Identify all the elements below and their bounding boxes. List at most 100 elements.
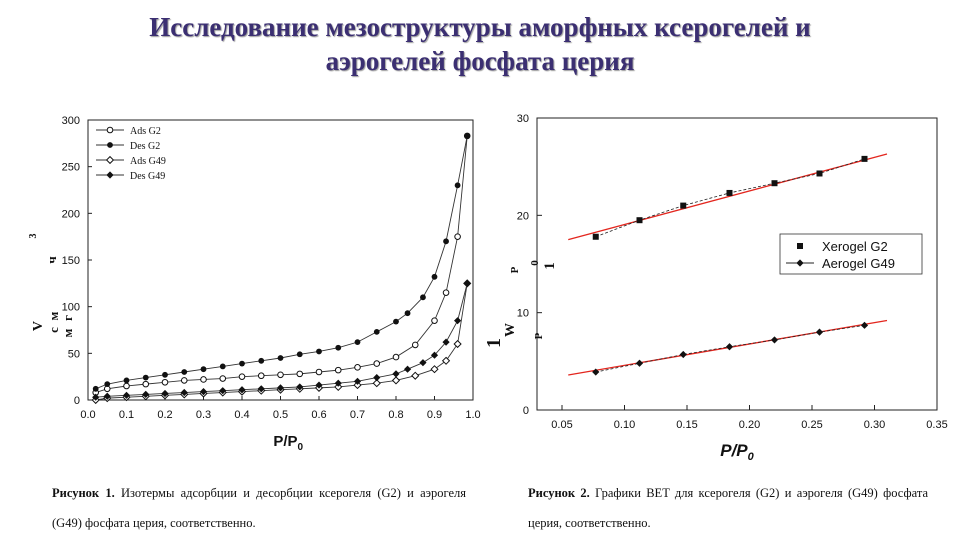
data-point	[200, 376, 207, 383]
data-point	[679, 350, 687, 359]
figure-2-text: Графики BET для ксерогеля (G2) и аэрогел…	[528, 486, 928, 530]
y-axis-label-fragment: с	[46, 327, 61, 333]
x-tick-label: 0.15	[676, 419, 697, 431]
y-tick-label: 10	[517, 308, 529, 320]
y-axis-label-fragment: 1	[542, 262, 558, 270]
x-axis-label-subscript: 0	[298, 442, 304, 453]
x-tick-label: 0.5	[273, 409, 288, 421]
data-point	[373, 360, 381, 367]
data-point	[453, 339, 462, 349]
data-point	[431, 317, 438, 324]
y-axis-label-fragment: м	[46, 311, 61, 320]
data-point	[123, 377, 130, 384]
data-point	[353, 380, 362, 390]
y-tick-label: 100	[62, 302, 80, 314]
data-point	[257, 372, 265, 380]
legend-label: Ads G49	[130, 156, 166, 167]
data-point	[162, 371, 168, 378]
data-point	[200, 366, 207, 373]
data-point	[454, 317, 462, 325]
x-axis-label: P/P0	[720, 441, 754, 463]
data-point	[464, 132, 471, 139]
data-point	[354, 364, 361, 371]
data-point	[296, 351, 303, 358]
series-line-0	[95, 135, 468, 393]
x-tick-label: 0.9	[427, 409, 442, 421]
data-point	[180, 388, 188, 397]
slide-title: Исследование мезоструктуры аморфных ксер…	[40, 10, 920, 78]
data-point	[373, 328, 380, 335]
legend-box	[779, 233, 923, 275]
y-axis-label-fragment: 0	[529, 260, 541, 266]
y-tick-label: 50	[68, 348, 80, 360]
x-tick-label: 0.8	[388, 409, 403, 421]
data-point	[219, 375, 227, 382]
plot-frame	[536, 117, 938, 411]
y-axis-label-fragment: ч	[44, 256, 59, 263]
data-point	[276, 384, 285, 392]
data-point	[122, 391, 131, 399]
data-point	[335, 344, 342, 351]
data-point	[180, 377, 188, 384]
data-point	[392, 370, 400, 378]
data-point	[334, 379, 342, 387]
data-point	[354, 339, 361, 346]
y-axis-label-fragment: P	[533, 332, 545, 339]
data-point	[315, 381, 323, 389]
data-point	[816, 170, 823, 177]
data-point	[443, 238, 449, 245]
data-point	[861, 155, 868, 162]
data-point	[277, 371, 284, 379]
y-axis-label-fragment: 1	[483, 338, 505, 348]
data-point	[636, 217, 643, 224]
y-axis-label-fragment: W	[503, 323, 518, 337]
data-point	[411, 371, 420, 380]
data-point	[92, 385, 99, 392]
data-point	[161, 389, 169, 398]
data-point	[316, 348, 322, 355]
x-tick-label: 0.30	[864, 419, 885, 431]
data-point	[258, 357, 265, 364]
data-point	[592, 233, 599, 240]
data-point	[431, 273, 438, 280]
y-axis-label-fragment: 3	[28, 234, 39, 239]
x-tick-label: 0.35	[926, 419, 947, 431]
x-tick-label: 0.20	[739, 419, 760, 431]
legend-marker	[796, 259, 804, 267]
y-axis-label-fragment: м	[60, 328, 75, 337]
data-point	[463, 279, 471, 287]
data-point	[404, 310, 411, 317]
data-point	[257, 385, 265, 393]
y-tick-label: 300	[62, 115, 80, 127]
data-point	[103, 392, 111, 400]
x-tick-label: 0.6	[311, 409, 326, 421]
x-tick-label: 0.0	[80, 409, 95, 421]
data-point	[123, 382, 130, 390]
data-point	[680, 202, 687, 209]
data-point	[860, 321, 869, 329]
data-point	[403, 365, 412, 373]
x-tick-label: 0.25	[801, 419, 822, 431]
y-tick-label: 0	[74, 395, 80, 407]
y-tick-label: 200	[62, 208, 80, 220]
data-point	[92, 393, 100, 401]
slide-title-line-2: аэрогелей фосфата церия	[325, 46, 635, 76]
x-tick-label: 0.1	[119, 409, 134, 421]
data-point	[454, 233, 461, 240]
data-point	[393, 318, 399, 325]
data-point	[334, 366, 342, 374]
figure-1-label: Рисунок 1.	[52, 486, 115, 500]
data-point	[142, 380, 150, 388]
x-tick-label: 0.4	[234, 409, 249, 421]
data-point	[372, 379, 381, 388]
y-tick-label: 20	[517, 210, 529, 222]
data-point	[411, 341, 419, 349]
data-point	[277, 355, 284, 361]
x-axis-label-subscript: 0	[748, 451, 755, 463]
data-point	[104, 381, 111, 388]
x-tick-label: 0.10	[614, 419, 635, 431]
x-tick-label: 1.0	[465, 409, 480, 421]
data-point	[442, 289, 450, 296]
x-tick-label: 0.3	[196, 409, 211, 421]
legend-marker	[107, 142, 113, 148]
